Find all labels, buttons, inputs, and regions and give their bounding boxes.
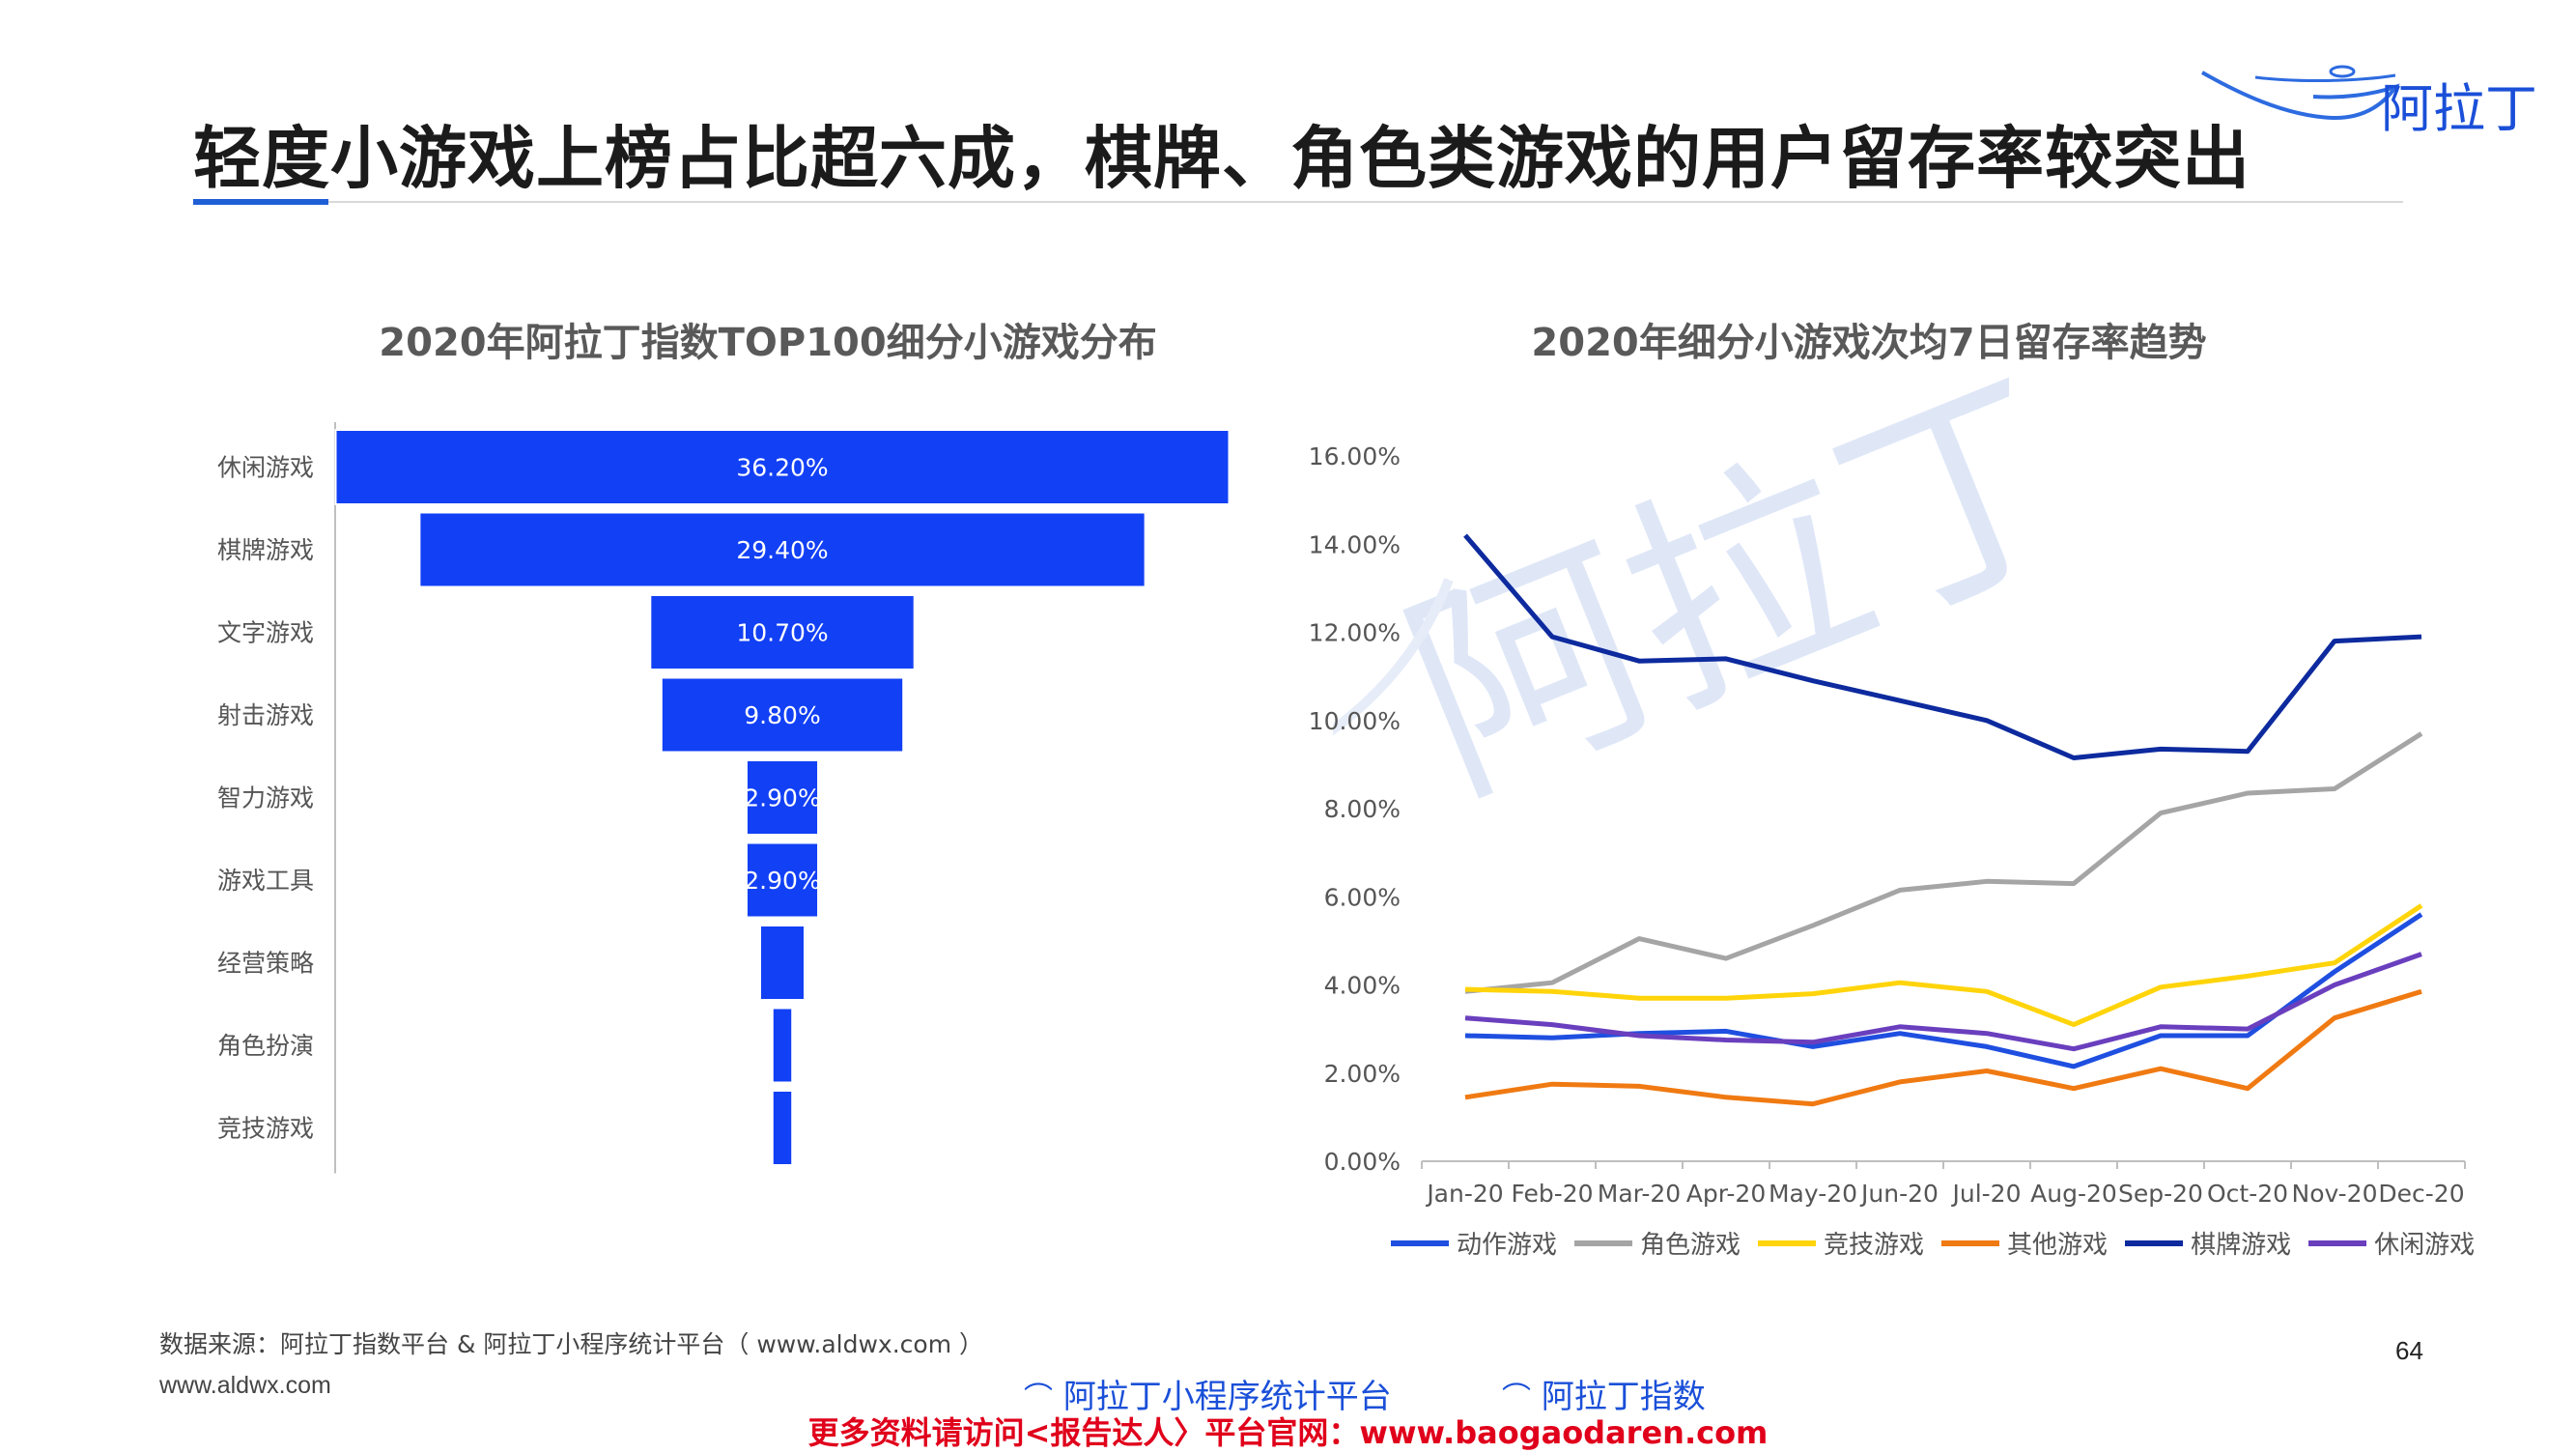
title-divider bbox=[193, 201, 2403, 203]
funnel-bar bbox=[649, 594, 916, 670]
funnel-data-label: 36.20% bbox=[736, 454, 828, 482]
x-tick-label: Jan-20 bbox=[1425, 1180, 1503, 1208]
funnel-category-label: 智力游戏 bbox=[217, 784, 314, 812]
legend-item: 其他游戏 bbox=[1941, 1225, 2108, 1261]
x-tick-label: Mar-20 bbox=[1598, 1180, 1681, 1208]
legend-label: 角色游戏 bbox=[1640, 1231, 1741, 1260]
footer-logo-2-text: 阿拉丁指数 bbox=[1541, 1378, 1706, 1416]
funnel-bar bbox=[334, 429, 1231, 505]
funnel-bar bbox=[771, 1090, 794, 1166]
promo-link[interactable]: 更多资料请访问<报告达人〉平台官网：www.baogaodaren.com bbox=[807, 1414, 1769, 1451]
funnel-category-label: 经营策略 bbox=[217, 950, 314, 978]
funnel-bar bbox=[745, 841, 820, 919]
series-line-动作游戏 bbox=[1464, 912, 2423, 1069]
legend-swatch bbox=[1941, 1239, 2000, 1246]
legend-label: 棋牌游戏 bbox=[2191, 1231, 2292, 1260]
legend-label: 竞技游戏 bbox=[1824, 1231, 1925, 1260]
x-tick-label: Apr-20 bbox=[1686, 1180, 1766, 1208]
funnel-category-label: 棋牌游戏 bbox=[217, 536, 314, 564]
lamp-icon: ⌒ bbox=[1502, 1382, 1531, 1415]
footer-logo-1-text: 阿拉丁小程序统计平台 bbox=[1062, 1378, 1392, 1416]
funnel-bar bbox=[771, 1007, 794, 1084]
funnel-category-label: 射击游戏 bbox=[217, 701, 314, 729]
legend-label: 休闲游戏 bbox=[2374, 1231, 2476, 1260]
legend-swatch bbox=[1758, 1239, 1817, 1246]
legend-item: 动作游戏 bbox=[1391, 1225, 1557, 1261]
x-tick-label: Jun-20 bbox=[1859, 1180, 1939, 1208]
funnel-chart-title: 2020年阿拉丁指数TOP100细分小游戏分布 bbox=[379, 321, 1157, 365]
line-chart-legend: 动作游戏 角色游戏 竞技游戏 其他游戏 棋牌游戏 休闲游戏 bbox=[1391, 1225, 2475, 1261]
legend-item: 角色游戏 bbox=[1574, 1225, 1741, 1261]
site-url: www.aldwx.com bbox=[159, 1372, 331, 1399]
funnel-category-label: 竞技游戏 bbox=[217, 1115, 314, 1143]
y-tick-label: 4.00% bbox=[1324, 972, 1401, 1000]
x-tick-label: May-20 bbox=[1769, 1180, 1857, 1208]
legend-label: 动作游戏 bbox=[1457, 1231, 1558, 1260]
x-tick-label: Feb-20 bbox=[1511, 1180, 1593, 1208]
funnel-category-label: 游戏工具 bbox=[217, 867, 314, 895]
legend-label: 其他游戏 bbox=[2007, 1231, 2109, 1260]
logo-text: 阿拉丁 bbox=[2381, 78, 2537, 139]
x-tick-label: Jul-20 bbox=[1951, 1180, 2022, 1208]
x-tick-label: Nov-20 bbox=[2292, 1180, 2378, 1208]
series-line-角色游戏 bbox=[1464, 731, 2423, 994]
funnel-data-label: 10.70% bbox=[736, 619, 828, 647]
funnel-bar bbox=[418, 511, 1146, 588]
legend-swatch bbox=[1391, 1239, 1449, 1246]
funnel-category-label: 文字游戏 bbox=[217, 619, 314, 647]
funnel-bar bbox=[660, 676, 905, 754]
funnel-data-label: 9.80% bbox=[744, 701, 820, 729]
legend-item: 竞技游戏 bbox=[1758, 1225, 1924, 1261]
funnel-bar bbox=[759, 925, 806, 1001]
x-tick-label: Dec-20 bbox=[2378, 1180, 2464, 1208]
footer-logo-index: ⌒ 阿拉丁指数 bbox=[1502, 1370, 1706, 1417]
legend-swatch bbox=[2125, 1239, 2184, 1246]
funnel-bar bbox=[745, 759, 820, 836]
y-tick-label: 2.00% bbox=[1324, 1060, 1401, 1088]
legend-item: 棋牌游戏 bbox=[2125, 1225, 2291, 1261]
funnel-chart: 休闲游戏 36.20% 棋牌游戏 29.40% 文字游戏 10.70% 射击游戏 9.80% 智… bbox=[217, 422, 1231, 1174]
series-line-棋牌游戏 bbox=[1463, 533, 2422, 760]
y-tick-label: 0.00% bbox=[1324, 1148, 1401, 1176]
funnel-category-label: 角色扮演 bbox=[217, 1032, 314, 1060]
funnel-data-label: 2.90% bbox=[744, 867, 820, 895]
y-tick-label: 6.00% bbox=[1324, 883, 1401, 911]
legend-item: 休闲游戏 bbox=[2308, 1225, 2475, 1261]
x-tick-label: Aug-20 bbox=[2030, 1180, 2117, 1208]
x-tick-label: Oct-20 bbox=[2207, 1180, 2288, 1208]
funnel-data-label: 29.40% bbox=[736, 536, 828, 564]
aladdin-lamp-logo-icon bbox=[2201, 65, 2400, 121]
line-chart-title: 2020年细分小游戏次均7日留存率趋势 bbox=[1531, 321, 2207, 365]
legend-swatch bbox=[1574, 1239, 1633, 1246]
lamp-icon: ⌒ bbox=[1024, 1382, 1053, 1415]
series-line-竞技游戏 bbox=[1464, 903, 2423, 1028]
x-tick-label: Sep-20 bbox=[2118, 1180, 2203, 1208]
legend-swatch bbox=[2308, 1239, 2367, 1246]
series-line-休闲游戏 bbox=[1464, 952, 2422, 1052]
funnel-category-label: 休闲游戏 bbox=[217, 454, 314, 482]
y-tick-label: 10.00% bbox=[1309, 707, 1401, 735]
funnel-data-label: 2.90% bbox=[744, 784, 820, 812]
series-line-其他游戏 bbox=[1464, 988, 2422, 1107]
footer-logo-stats-platform: ⌒ 阿拉丁小程序统计平台 bbox=[1024, 1370, 1392, 1417]
title-accent-bar bbox=[193, 199, 328, 205]
line-chart: 0.00% 2.00% 4.00% 6.00% 8.00% 10.00% 12.00% 14.… bbox=[1309, 442, 2466, 1208]
page-number: 64 bbox=[2395, 1336, 2423, 1365]
y-tick-label: 16.00% bbox=[1309, 442, 1401, 470]
y-tick-label: 14.00% bbox=[1309, 530, 1401, 558]
data-source-note: 数据来源：阿拉丁指数平台 & 阿拉丁小程序统计平台（ www.aldwx.com… bbox=[159, 1330, 983, 1358]
y-tick-label: 12.00% bbox=[1309, 619, 1401, 647]
y-tick-label: 8.00% bbox=[1324, 795, 1401, 823]
page-title: 轻度小游戏上榜占比超六成，棋牌、角色类游戏的用户留存率较突出 bbox=[193, 119, 2250, 198]
